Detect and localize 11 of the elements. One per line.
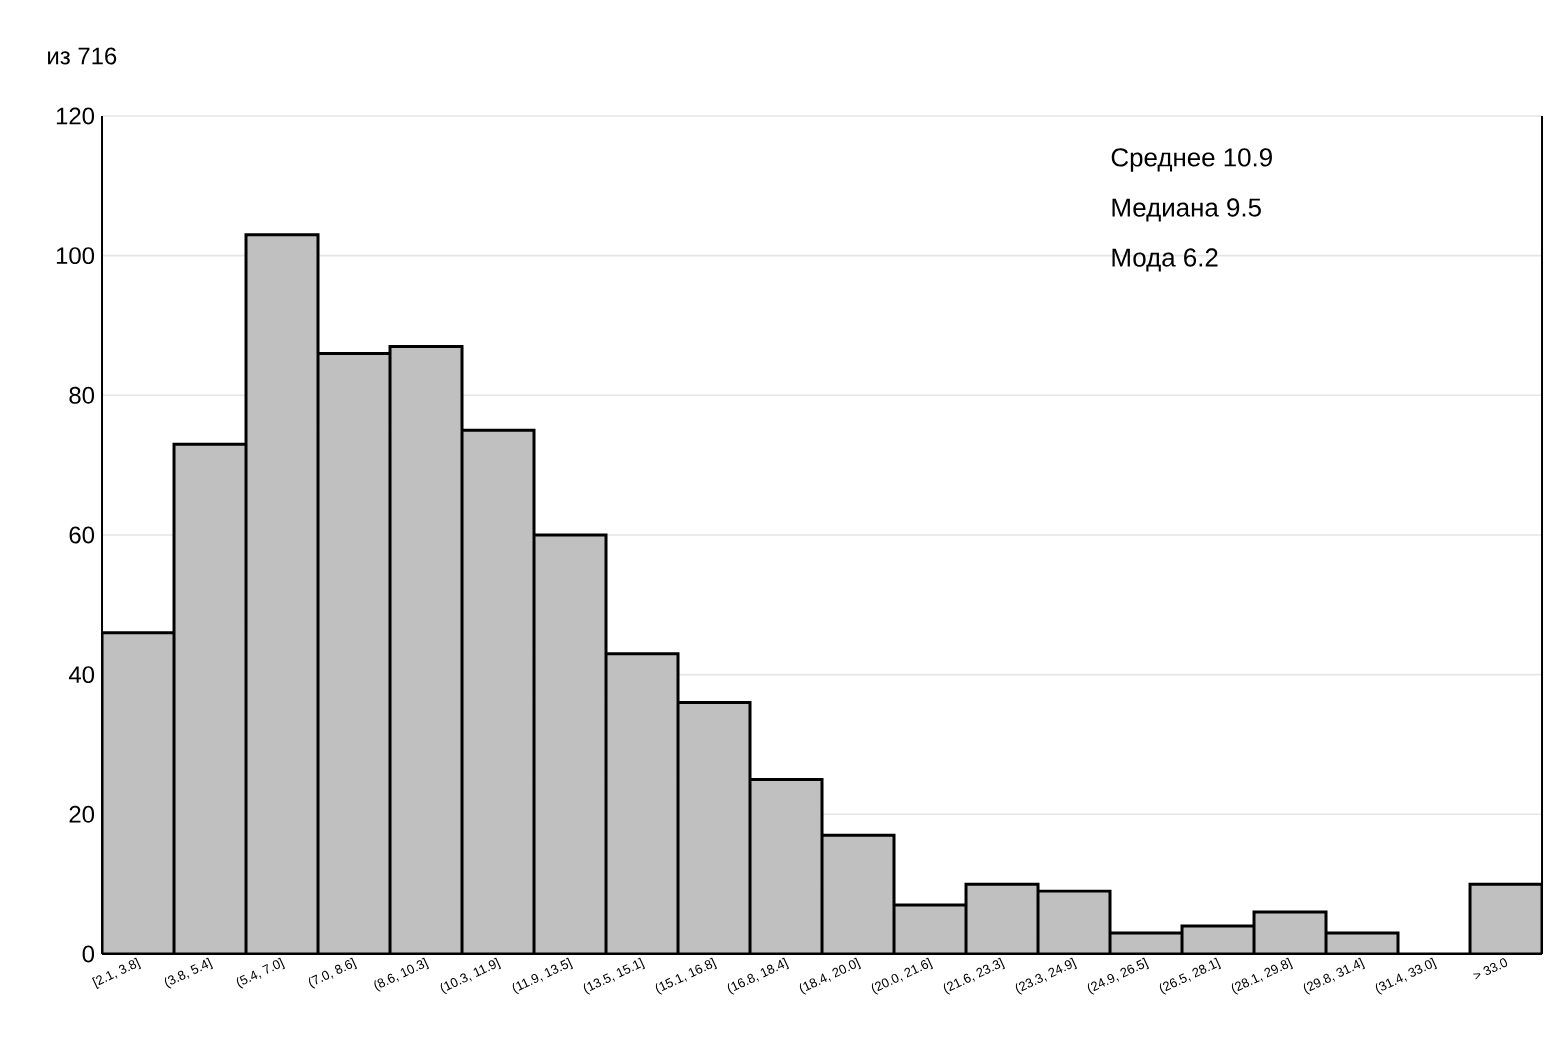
y-tick-label: 100 bbox=[56, 247, 95, 265]
annotation: Среднее 10.9 bbox=[1111, 148, 1272, 172]
y-tick-label: 60 bbox=[69, 526, 95, 544]
annotation: Медиана 9.5 bbox=[1112, 198, 1261, 222]
y-tick-label: 80 bbox=[69, 386, 95, 404]
y-tick-label: 120 bbox=[56, 107, 95, 125]
y-tick-label: 40 bbox=[68, 666, 95, 684]
y-tick-label: 0 bbox=[82, 945, 95, 963]
annotation: Мода 6.2 bbox=[1112, 248, 1218, 272]
y-tick-label: 20 bbox=[69, 805, 95, 823]
chart-title: из 716 bbox=[48, 47, 117, 65]
